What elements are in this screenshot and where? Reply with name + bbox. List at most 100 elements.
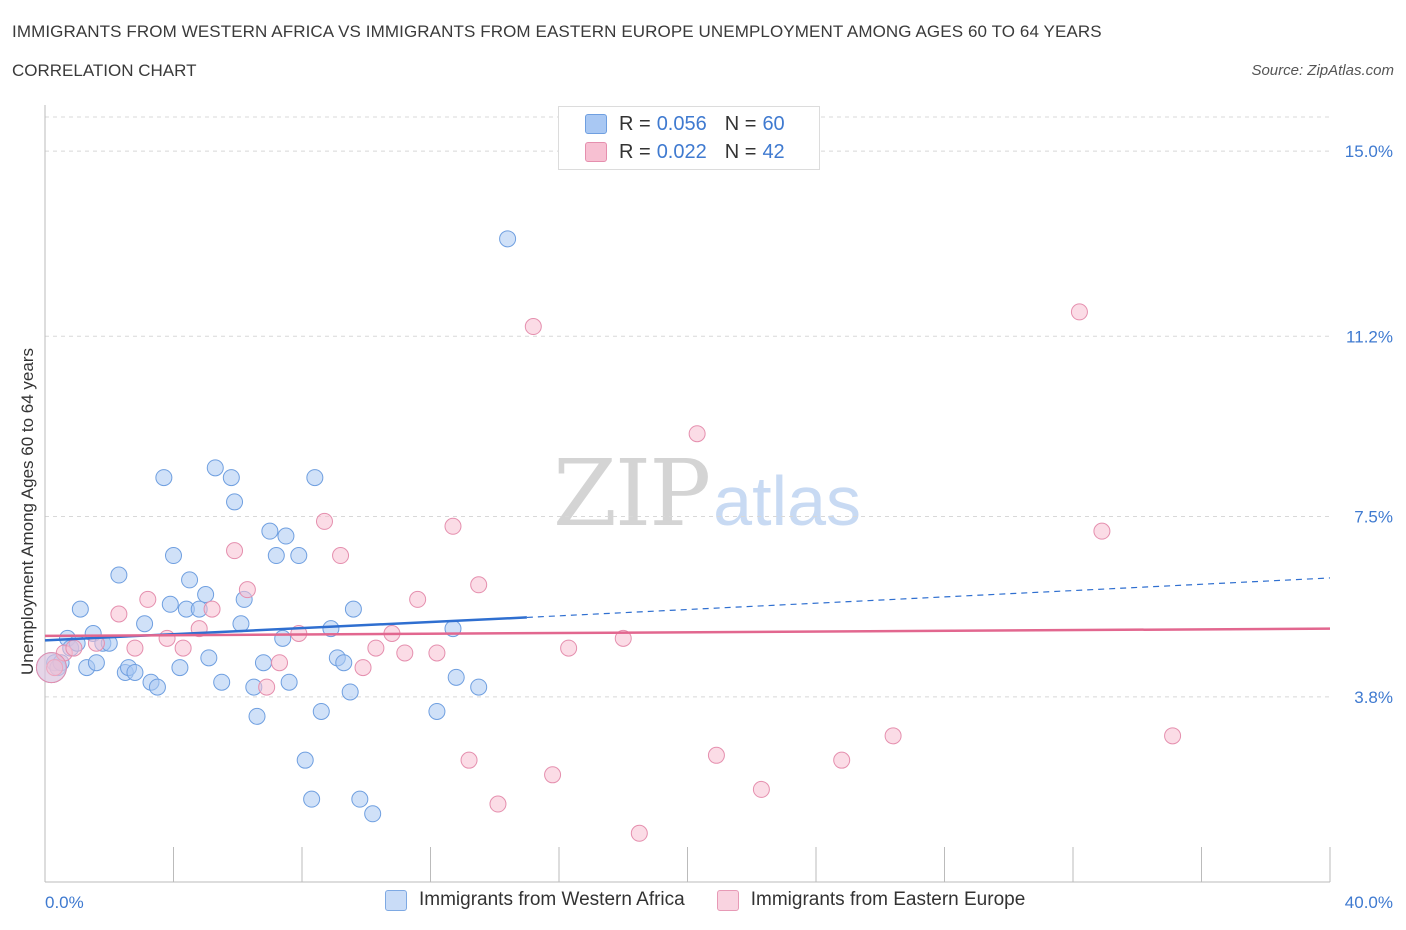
eastern-europe-point — [126, 639, 144, 657]
eastern-europe-point — [884, 727, 902, 745]
western-africa-point — [428, 702, 446, 720]
n-key: N = — [724, 140, 757, 163]
western-africa-point — [335, 654, 353, 672]
y-tick-label: 11.2% — [1346, 327, 1393, 346]
eastern-europe-point — [315, 512, 333, 530]
r-value: 0.022 — [656, 140, 707, 163]
eastern-europe-point — [332, 547, 350, 565]
western-africa-point — [126, 663, 144, 681]
western-africa-point — [341, 683, 359, 701]
eastern-europe-point — [65, 639, 83, 657]
n-key: N = — [724, 112, 757, 135]
western-africa-point — [87, 654, 105, 672]
y-axis-title: Unemployment Among Ages 60 to 64 years — [18, 348, 37, 675]
eastern-europe-trendline — [44, 627, 1331, 638]
watermark-zip: ZIP — [553, 440, 711, 547]
western-africa-point — [280, 673, 298, 691]
legend-label: Immigrants from Western Africa — [419, 889, 685, 910]
eastern-europe-point — [139, 590, 157, 608]
western-africa-point — [296, 751, 314, 769]
eastern-europe-point — [226, 542, 244, 560]
western-africa-point — [364, 805, 382, 823]
n-value: 60 — [762, 112, 785, 135]
eastern-europe-point — [833, 751, 851, 769]
eastern-europe-point — [1093, 522, 1111, 540]
western-africa-point — [200, 649, 218, 667]
eastern-europe-point — [560, 639, 578, 657]
legend-item-eastern-europe[interactable]: Immigrants from Eastern Europe — [716, 889, 1026, 911]
western-africa-swatch — [585, 114, 607, 134]
eastern-europe-point — [396, 644, 414, 662]
western-africa-point — [226, 493, 244, 511]
chart-title: IMMIGRANTS FROM WESTERN AFRICA VS IMMIGR… — [12, 22, 1102, 41]
eastern-europe-point — [1164, 727, 1182, 745]
western-africa-point — [155, 469, 173, 487]
r-key: R = — [619, 112, 651, 135]
eastern-europe-point — [35, 652, 67, 684]
eastern-europe-point — [614, 629, 632, 647]
western-africa-point — [351, 790, 369, 808]
western-africa-point — [165, 547, 182, 565]
western-africa-point — [71, 600, 89, 618]
western-africa-point — [322, 620, 340, 638]
western-africa-point — [290, 547, 308, 565]
western-africa-point — [136, 615, 154, 633]
x-tick-label: 0.0% — [45, 893, 84, 912]
western-africa-point — [222, 469, 240, 487]
western-africa-point — [171, 659, 189, 677]
eastern-europe-point — [444, 517, 462, 535]
eastern-europe-point — [470, 576, 488, 594]
eastern-europe-point — [630, 824, 648, 842]
legend-label: Immigrants from Eastern Europe — [750, 889, 1026, 910]
eastern-europe-point — [524, 318, 542, 336]
western-africa-point — [248, 707, 266, 725]
y-tick-label: 15.0% — [1345, 142, 1393, 161]
western-africa-point — [213, 673, 231, 691]
eastern-europe-swatch — [585, 142, 607, 162]
stats-row-eastern-europe: R = 0.022 N = 42 — [585, 140, 785, 164]
eastern-europe-point — [1070, 303, 1088, 321]
x-tick-label: 40.0% — [1345, 893, 1393, 912]
western-africa-point — [499, 230, 517, 248]
western-africa-point — [447, 668, 465, 686]
eastern-europe-point — [428, 644, 446, 662]
eastern-europe-point — [409, 590, 427, 608]
western-africa-point — [470, 678, 488, 696]
eastern-europe-point — [489, 795, 507, 813]
stats-row-western-africa: R = 0.056 N = 60 — [585, 112, 785, 136]
legend-item-western-africa[interactable]: Immigrants from Western Africa — [385, 889, 685, 911]
eastern-europe-point — [258, 678, 276, 696]
chart-subtitle: CORRELATION CHART — [12, 61, 197, 80]
western-africa-point — [254, 654, 272, 672]
western-africa-point — [303, 790, 321, 808]
western-africa-legend-swatch — [385, 889, 407, 911]
source-label: Source: ZipAtlas.com — [1251, 62, 1394, 79]
watermark: ZIPatlas — [553, 440, 861, 547]
western-africa-point — [206, 459, 224, 477]
western-africa-point — [274, 629, 292, 647]
western-africa-point — [181, 571, 199, 589]
western-africa-point — [267, 547, 285, 565]
eastern-europe-point — [46, 659, 64, 677]
y-tick-label: 7.5% — [1354, 508, 1393, 527]
eastern-europe-point — [460, 751, 478, 769]
western-africa-point — [277, 527, 295, 545]
western-africa-point — [161, 595, 179, 613]
series-legend: Immigrants from Western Africa Immigrant… — [385, 889, 1057, 911]
n-value: 42 — [762, 140, 785, 163]
eastern-europe-point — [271, 654, 289, 672]
r-value: 0.056 — [656, 112, 707, 135]
western-africa-point — [306, 469, 324, 487]
western-africa-point — [197, 586, 215, 604]
western-africa-point — [148, 678, 166, 696]
western-africa-point — [232, 615, 250, 633]
y-tick-label: 3.8% — [1354, 688, 1393, 707]
eastern-europe-point — [203, 600, 221, 618]
eastern-europe-point — [354, 659, 372, 677]
eastern-europe-point — [707, 746, 725, 764]
western-africa-point — [110, 566, 128, 584]
eastern-europe-point — [544, 766, 562, 784]
eastern-europe-point — [110, 605, 128, 623]
eastern-europe-point — [158, 629, 176, 647]
eastern-europe-point — [367, 639, 385, 657]
